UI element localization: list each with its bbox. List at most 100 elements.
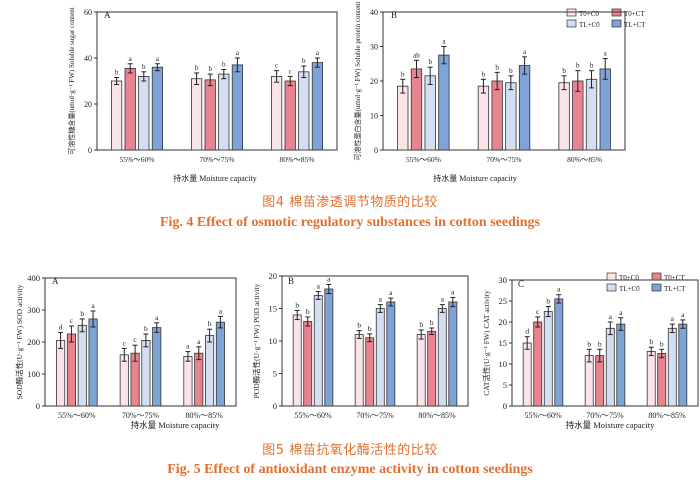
- chart3-ytick-label: 15: [269, 304, 278, 314]
- chart1-ytick-label: 30: [370, 43, 378, 52]
- chart0-bar: [138, 76, 150, 151]
- chart2-bar: [119, 354, 129, 407]
- chart2-bar: [88, 318, 98, 407]
- chart0-sig-letter: a: [236, 49, 240, 57]
- fig4-caption-cn: 图4 棉苗渗透调节物质的比较: [262, 195, 438, 210]
- chart4-bar: [543, 311, 553, 407]
- chart1-ytick-label: 10: [370, 112, 378, 121]
- chart2-bar: [205, 335, 215, 407]
- chart3-ytick-label: 10: [269, 336, 278, 346]
- chart0-bar: [151, 66, 163, 151]
- chart4-xtick-label: 80%～85%: [648, 411, 686, 420]
- chart4-bar: [616, 323, 626, 407]
- chart0-sig-letter: b: [302, 57, 306, 65]
- chart1-bar: [599, 68, 611, 151]
- chart1-xtick-label: 80%～85%: [567, 155, 602, 164]
- chart3-bar: [416, 334, 426, 407]
- chart2-ytick-label: 400: [27, 273, 40, 283]
- chart0-bar: [190, 78, 203, 151]
- chart4-ytick-label: 0: [503, 401, 507, 411]
- chart4-legend-label: TL+C0: [619, 285, 640, 293]
- chart0-ytick-label: 0: [88, 146, 92, 155]
- chart4-sig-letter: b: [546, 296, 550, 305]
- chart0-sig-letter: a: [156, 55, 160, 63]
- chart0-sig-letter: b: [208, 65, 212, 73]
- chart0-sig-letter: a: [316, 49, 320, 57]
- chart0-sig-letter: a: [129, 55, 133, 63]
- chart4-bar: [605, 327, 615, 407]
- chart0-bar: [298, 71, 310, 151]
- chart0-legend-label: TL+CT: [624, 21, 646, 29]
- chart2-bar: [152, 327, 162, 407]
- chart1-bar: [477, 85, 490, 151]
- chart1-bar: [397, 85, 409, 151]
- chart4-bar: [584, 355, 594, 407]
- chart1-sig-letter: b: [576, 62, 580, 70]
- chart0-xlabel: 持水量 Moisture capacity: [173, 173, 257, 183]
- chart4-ytick-label: 20: [499, 317, 508, 327]
- chart0-bar: [231, 64, 243, 151]
- chart3-sig-letter: a: [389, 288, 393, 297]
- chart3-sig-letter: b: [368, 324, 372, 333]
- chart4-ytick-label: 30: [499, 275, 508, 285]
- chart0-bar: [218, 73, 230, 151]
- chart4-sig-letter: c: [536, 307, 540, 316]
- chart3-sig-letter: b: [430, 318, 434, 327]
- chart2-bar: [56, 339, 66, 407]
- chart1-xtick-label: 55%～60%: [406, 155, 441, 164]
- chart1-bar: [410, 68, 423, 151]
- chart1-sig-letter: a: [523, 48, 527, 56]
- chart3-bar: [437, 308, 447, 407]
- chart2-sig-letter: b: [208, 319, 212, 328]
- chart4-xtick-label: 70%～75%: [586, 411, 624, 420]
- chart4-bar: [657, 353, 667, 407]
- chart4-xtick-label: 55%～60%: [524, 411, 562, 420]
- chart4-sig-letter: b: [587, 339, 591, 348]
- chart1-sig-letter: ab: [413, 51, 420, 59]
- chart0-sig-letter: c: [275, 62, 278, 70]
- chart3-ytick-label: 20: [269, 271, 278, 281]
- fig5-caption-cn: 图5 棉苗抗氧化酶活性的比较: [262, 443, 438, 458]
- chart0-legend-swatch: [611, 19, 622, 28]
- chart2-sig-letter: a: [186, 342, 190, 351]
- chart4-sig-letter: b: [598, 339, 602, 348]
- chart0-plot-frame: [96, 11, 338, 151]
- chart1-xlabel: 持水量 Moisture capacity: [433, 173, 517, 183]
- chart2-xtick-label: 55%～60%: [58, 411, 96, 420]
- chart1-bar: [585, 78, 598, 151]
- chart0-panel-letter: A: [104, 10, 111, 20]
- chart0-sig-letter: b: [115, 69, 119, 77]
- chart4-sig-letter: b: [649, 337, 653, 346]
- chart4-legend-swatch: [606, 283, 617, 292]
- chart3-bar: [365, 337, 375, 407]
- chart3-sig-letter: b: [357, 321, 361, 330]
- chart4-sig-letter: a: [557, 285, 561, 294]
- chart3-ytick-label: 0: [273, 401, 277, 411]
- chart4-bar: [646, 350, 656, 407]
- chart0-xtick-label: 70%～75%: [200, 155, 235, 164]
- chart1-bar: [505, 82, 517, 151]
- chart2-ytick-label: 0: [36, 401, 40, 411]
- chart3-sig-letter: a: [327, 274, 331, 283]
- chart3-bar: [354, 334, 364, 407]
- chart3-sig-letter: a: [317, 282, 321, 291]
- chart1-sig-letter: b: [401, 70, 405, 78]
- chart3-bar: [303, 321, 313, 407]
- chart1-ytick-label: 40: [370, 8, 378, 17]
- chart1-bar: [424, 75, 436, 151]
- chart0-sig-letter: b: [222, 61, 226, 69]
- chart3-sig-letter: b: [306, 307, 310, 316]
- chart3-xtick-label: 55%～60%: [294, 411, 332, 420]
- chart2-xtick-label: 80%～85%: [186, 411, 224, 420]
- fig5-caption-en: Fig. 5 Effect of antioxidant enzyme acti…: [167, 462, 533, 477]
- chart4-bar: [678, 323, 688, 407]
- chart0-bar: [284, 80, 296, 151]
- chart0-bar: [311, 62, 324, 151]
- chart3-bar: [427, 330, 437, 407]
- chart3-xtick-label: 80%～85%: [418, 411, 456, 420]
- chart2-xtick-label: 70%～75%: [122, 411, 160, 420]
- chart2-sig-letter: c: [133, 335, 137, 344]
- chart4-legend-label: T0+C0: [619, 274, 639, 282]
- chart1-sig-letter: b: [482, 70, 486, 78]
